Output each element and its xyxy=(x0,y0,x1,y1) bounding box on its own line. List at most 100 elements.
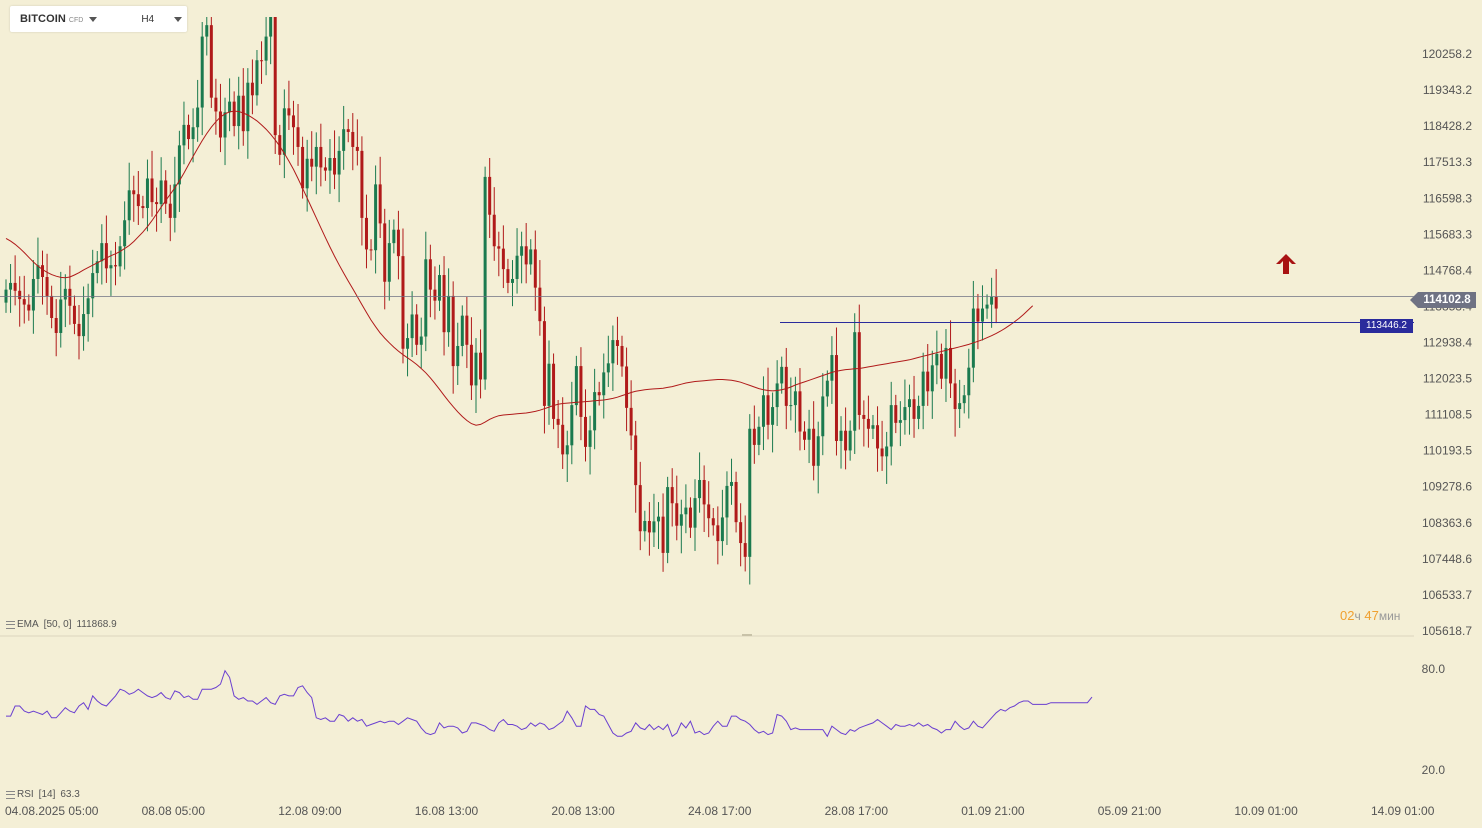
candle-body xyxy=(711,518,715,526)
candle xyxy=(310,131,314,182)
symbol-name[interactable]: BITCOIN xyxy=(20,13,66,25)
candle xyxy=(561,397,565,469)
indicator-menu-icon[interactable] xyxy=(6,620,15,629)
candle xyxy=(990,277,994,328)
candle xyxy=(13,255,17,306)
candle xyxy=(200,22,204,136)
candle-body xyxy=(666,487,670,553)
candle xyxy=(241,68,245,146)
candle xyxy=(387,219,391,301)
candle xyxy=(337,136,341,203)
candle xyxy=(269,17,273,65)
candle xyxy=(876,406,880,472)
candle xyxy=(748,414,752,585)
candle xyxy=(593,368,597,450)
price-tick-label: 111108.5 xyxy=(1425,408,1473,422)
candle-body xyxy=(647,520,651,533)
level-price-tag[interactable]: 113446.2 xyxy=(1360,319,1413,333)
candle xyxy=(223,97,227,166)
candle xyxy=(22,275,26,324)
candle xyxy=(346,118,350,143)
timeframe-selector[interactable]: H4 xyxy=(141,13,155,25)
candle-body xyxy=(958,403,962,410)
candle-body xyxy=(702,479,706,505)
rsi-indicator-label[interactable]: RSI [14] 63.3 xyxy=(6,789,85,800)
candle-body xyxy=(821,396,825,437)
timer-hours-unit: ч xyxy=(1354,609,1361,623)
candle xyxy=(492,187,496,261)
candle xyxy=(702,465,706,533)
candle xyxy=(255,49,259,106)
candle-body xyxy=(150,178,154,203)
candle-body xyxy=(374,184,378,251)
candle-body xyxy=(657,516,661,522)
candle-body xyxy=(889,405,893,447)
candle-body xyxy=(803,431,807,440)
candle xyxy=(177,130,181,212)
candle-body xyxy=(602,372,606,396)
indicator-menu-icon[interactable] xyxy=(6,790,15,799)
candle xyxy=(684,484,688,534)
price-tick-label: 112023.5 xyxy=(1423,372,1472,386)
time-tick-label: 28.08 17:00 xyxy=(825,804,889,818)
candle xyxy=(606,335,610,387)
price-axis[interactable]: 120258.2 119343.2 118428.2 117513.3 116598.3… xyxy=(1422,47,1472,638)
symbol-dropdown-icon[interactable] xyxy=(89,16,98,22)
rsi-tick-label: 20.0 xyxy=(1422,763,1446,777)
candle xyxy=(743,515,747,572)
timeframe-dropdown-icon[interactable] xyxy=(174,16,183,22)
candle xyxy=(59,271,63,348)
candle xyxy=(150,150,154,217)
candle xyxy=(761,376,765,451)
candle-body xyxy=(793,391,797,406)
candle-body xyxy=(191,127,195,140)
candle xyxy=(328,139,332,194)
candle-body xyxy=(72,305,76,324)
candle xyxy=(501,225,505,289)
candle-body xyxy=(387,243,391,282)
candle-body xyxy=(944,347,948,379)
pane-resize-handle[interactable] xyxy=(742,634,752,636)
candle xyxy=(775,360,779,426)
ema-indicator-label[interactable]: EMA [50, 0] 111868.9 xyxy=(6,619,122,630)
candle-body xyxy=(410,314,414,339)
candle xyxy=(415,304,419,356)
candle-body xyxy=(675,503,679,526)
price-tick-label: 105618.7 xyxy=(1422,624,1472,638)
candle-body xyxy=(100,243,104,262)
candle xyxy=(296,103,300,166)
candle-body xyxy=(866,418,870,429)
candle-body xyxy=(625,366,629,408)
rsi-line xyxy=(6,669,1093,738)
candle xyxy=(985,294,989,319)
candle-body xyxy=(109,265,113,269)
candle-body xyxy=(497,246,501,249)
candle xyxy=(825,370,829,407)
candle-body xyxy=(565,445,569,455)
candle xyxy=(853,313,857,454)
candle xyxy=(355,119,359,166)
candle-body xyxy=(36,265,40,279)
candle-body xyxy=(250,82,254,96)
candle xyxy=(588,415,592,475)
candle xyxy=(273,17,277,155)
candle xyxy=(406,323,410,377)
symbol-type-tag: CFD xyxy=(68,16,84,24)
candle-body xyxy=(688,507,692,528)
candle-body xyxy=(187,124,191,140)
candle xyxy=(556,399,560,449)
candle xyxy=(191,108,195,163)
rsi-axis[interactable]: 80.0 20.0 xyxy=(1422,662,1446,777)
candle xyxy=(127,162,131,235)
candle-body xyxy=(898,420,902,423)
candle-body xyxy=(556,418,560,425)
time-axis[interactable]: 04.08.2025 05:00 08.08 05:00 12.08 09:00 16… xyxy=(5,804,1435,818)
candle xyxy=(433,266,437,320)
candle xyxy=(661,493,665,572)
candle xyxy=(620,335,624,377)
candle xyxy=(506,258,510,294)
candle xyxy=(86,283,90,342)
candle-body xyxy=(392,229,396,244)
candle-body xyxy=(994,296,998,309)
